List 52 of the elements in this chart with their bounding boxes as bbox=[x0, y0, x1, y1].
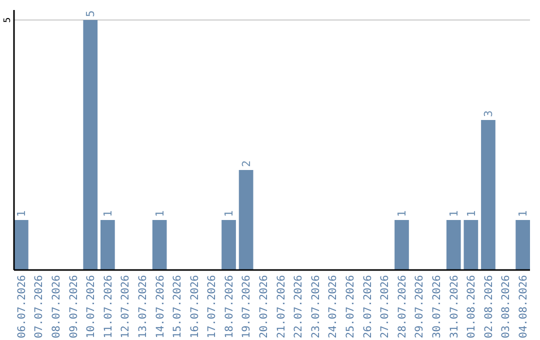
data-label: 1 bbox=[153, 210, 166, 217]
x-tick-label: 17.07.2026 bbox=[206, 275, 218, 338]
data-label: 2 bbox=[240, 160, 253, 167]
x-tick-label: 02.08.2026 bbox=[482, 275, 495, 338]
x-tick-label: 07.07.2026 bbox=[33, 275, 46, 338]
x-tick-label: 31.07.2026 bbox=[448, 275, 460, 338]
bar bbox=[83, 20, 98, 270]
bar bbox=[14, 220, 28, 270]
bar bbox=[464, 220, 478, 270]
bar bbox=[238, 170, 254, 270]
x-tick-label: 04.08.2026 bbox=[517, 275, 530, 338]
x-tick-label: 06.07.2026 bbox=[16, 275, 28, 338]
x-tick-label: 16.07.2026 bbox=[188, 275, 201, 338]
data-label: 5 bbox=[84, 10, 98, 17]
x-tick-label: 26.07.2026 bbox=[362, 275, 374, 338]
data-label: 1 bbox=[102, 210, 115, 217]
x-tick-label: 13.07.2026 bbox=[136, 275, 149, 338]
x-tick-label: 10.07.2026 bbox=[85, 275, 98, 338]
x-tick-label: 24.07.2026 bbox=[327, 275, 340, 338]
x-tick-label: 21.07.2026 bbox=[275, 275, 288, 338]
bar bbox=[100, 220, 115, 270]
data-label: 1 bbox=[516, 210, 530, 217]
x-tick-label: 03.08.2026 bbox=[500, 275, 512, 338]
x-tick-label: 19.07.2026 bbox=[240, 275, 253, 338]
data-label: 1 bbox=[464, 210, 478, 217]
x-tick-label: 14.07.2026 bbox=[154, 275, 166, 338]
x-tick-label: 18.07.2026 bbox=[223, 275, 236, 338]
x-tick-label: 15.07.2026 bbox=[172, 275, 184, 338]
x-tick-label: 01.08.2026 bbox=[466, 275, 478, 338]
x-tick-label: 09.07.2026 bbox=[68, 275, 80, 338]
x-tick-label: 11.07.2026 bbox=[102, 275, 114, 338]
x-tick-label: 27.07.2026 bbox=[379, 275, 392, 338]
bar bbox=[446, 220, 461, 270]
x-tick-label: 30.07.2026 bbox=[431, 275, 444, 338]
data-label: 1 bbox=[396, 210, 409, 217]
x-tick-label: 20.07.2026 bbox=[258, 275, 270, 338]
bar bbox=[516, 220, 530, 270]
bar bbox=[394, 220, 409, 270]
bar bbox=[152, 220, 167, 270]
data-label: 1 bbox=[15, 210, 28, 217]
data-label: 1 bbox=[447, 210, 460, 217]
x-tick-label: 08.07.2026 bbox=[50, 275, 62, 338]
x-tick-label: 25.07.2026 bbox=[344, 275, 357, 338]
data-label: 3 bbox=[482, 110, 496, 117]
data-label: 1 bbox=[222, 210, 236, 217]
x-tick-label: 29.07.2026 bbox=[414, 275, 426, 338]
bar bbox=[222, 220, 236, 270]
x-tick-label: 23.07.2026 bbox=[310, 275, 322, 338]
bar bbox=[481, 120, 496, 270]
x-tick-label: 28.07.2026 bbox=[396, 275, 408, 338]
x-tick-label: 22.07.2026 bbox=[292, 275, 305, 338]
x-tick-label: 12.07.2026 bbox=[120, 275, 132, 338]
